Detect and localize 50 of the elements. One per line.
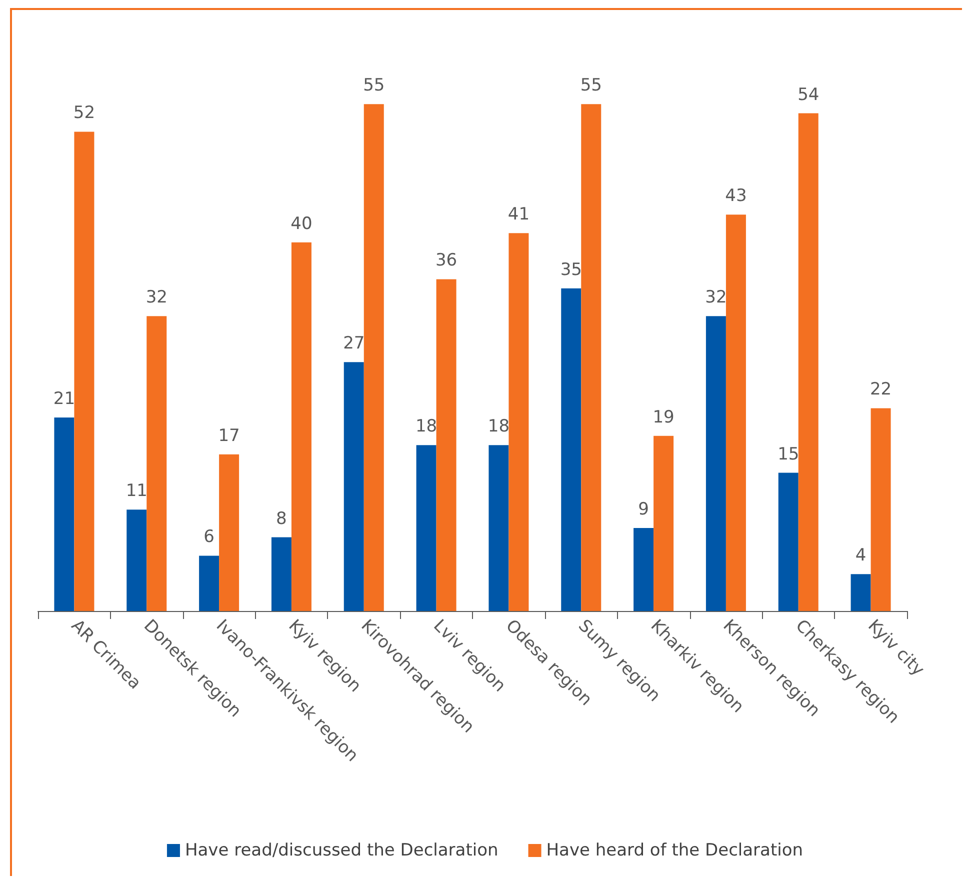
bar bbox=[54, 417, 74, 611]
data-label: 32 bbox=[146, 288, 168, 308]
data-label: 41 bbox=[508, 204, 530, 225]
bar bbox=[798, 113, 818, 611]
data-label: 11 bbox=[126, 481, 148, 502]
bar bbox=[726, 214, 746, 611]
data-label: 6 bbox=[204, 527, 214, 548]
bar bbox=[344, 362, 364, 611]
bar bbox=[219, 454, 240, 611]
data-label: 32 bbox=[705, 288, 727, 308]
data-label: 9 bbox=[638, 500, 649, 520]
data-label: 15 bbox=[778, 444, 800, 464]
bar bbox=[870, 408, 891, 611]
legend-label: Have read/discussed the Declaration bbox=[184, 840, 498, 860]
bar bbox=[778, 472, 798, 611]
bar bbox=[126, 510, 147, 611]
data-label: 19 bbox=[652, 407, 674, 428]
data-label: 35 bbox=[560, 260, 582, 280]
data-label: 27 bbox=[343, 334, 365, 354]
data-label: 54 bbox=[798, 84, 820, 105]
bar bbox=[850, 574, 871, 611]
bar bbox=[508, 233, 529, 611]
data-label: 55 bbox=[580, 76, 602, 96]
data-label: 21 bbox=[53, 388, 76, 409]
bar bbox=[561, 288, 582, 611]
data-label: 40 bbox=[290, 214, 312, 234]
bar bbox=[706, 316, 726, 611]
bar bbox=[581, 104, 602, 611]
bar bbox=[146, 316, 167, 611]
data-label: 8 bbox=[276, 508, 287, 529]
data-label: 43 bbox=[725, 186, 747, 206]
bar bbox=[436, 279, 456, 611]
bar bbox=[634, 528, 654, 611]
bar bbox=[654, 436, 674, 611]
data-label: 18 bbox=[415, 416, 438, 437]
data-label: 36 bbox=[435, 250, 458, 271]
bar bbox=[291, 242, 312, 611]
bar bbox=[364, 104, 384, 611]
data-label: 52 bbox=[73, 103, 96, 124]
bar bbox=[74, 132, 94, 611]
data-label: 55 bbox=[363, 76, 385, 96]
data-label: 4 bbox=[855, 546, 866, 566]
data-label: 22 bbox=[870, 380, 892, 400]
bar bbox=[488, 445, 509, 611]
data-label: 17 bbox=[218, 426, 240, 446]
legend-label: Have heard of the Declaration bbox=[546, 840, 804, 860]
bar bbox=[199, 556, 220, 611]
bar bbox=[271, 537, 292, 611]
data-label: 18 bbox=[488, 416, 510, 437]
bar bbox=[416, 445, 436, 611]
